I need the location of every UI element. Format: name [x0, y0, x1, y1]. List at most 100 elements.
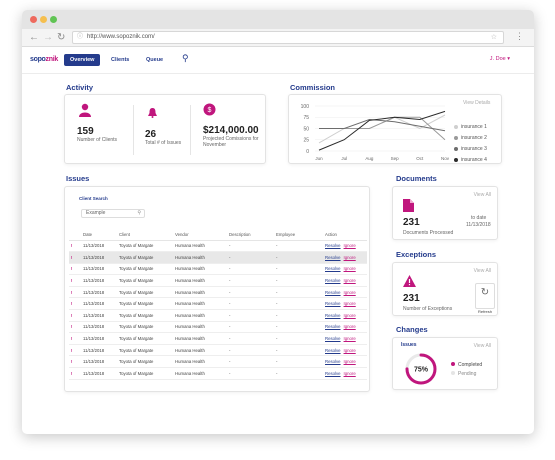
- table-row[interactable]: ! 11/13/2018 Toyota of Margate Humana Healt…: [69, 240, 367, 253]
- ignore-link[interactable]: Ignore: [343, 278, 356, 284]
- resolve-link[interactable]: Resolve: [325, 278, 341, 284]
- resolve-link[interactable]: Resolve: [325, 370, 341, 376]
- cell-client: Toyota of Margate: [117, 263, 173, 276]
- cell-action: Resolve Ignore: [323, 355, 367, 369]
- col-vendor[interactable]: Vendor: [173, 229, 227, 241]
- ignore-link[interactable]: Ignore: [343, 254, 356, 260]
- flag-icon: !: [69, 344, 81, 357]
- cell-client: Toyota of Margate: [117, 355, 173, 369]
- ignore-link[interactable]: Ignore: [343, 289, 356, 295]
- resolve-link[interactable]: Resolve: [325, 359, 341, 365]
- legend-item[interactable]: insurance 1: [454, 122, 487, 133]
- back-icon[interactable]: ←: [29, 32, 39, 43]
- table-row[interactable]: ! 11/13/2018 Toyota of Margate Humana Healt…: [69, 274, 367, 287]
- cell-client: Toyota of Margate: [117, 274, 173, 287]
- issues-title: Issues: [66, 174, 90, 183]
- flag-icon: !: [69, 332, 81, 345]
- cell-employee: -: [274, 240, 323, 253]
- ignore-link[interactable]: Ignore: [343, 359, 356, 365]
- resolve-link[interactable]: Resolve: [325, 254, 341, 260]
- resolve-link[interactable]: Resolve: [325, 243, 341, 249]
- page-info-icon[interactable]: ⓘ: [77, 34, 84, 40]
- resolve-link[interactable]: Resolve: [325, 324, 341, 330]
- cell-action: Resolve Ignore: [323, 344, 367, 357]
- ignore-link[interactable]: Ignore: [343, 370, 356, 376]
- col-date[interactable]: Date: [81, 229, 117, 241]
- document-icon: [403, 199, 414, 212]
- cell-client: Toyota of Margate: [117, 251, 173, 264]
- address-input[interactable]: ⓘ http://www.sopoznik.com/ ☆: [72, 31, 504, 44]
- col-client[interactable]: Client: [117, 229, 173, 241]
- refresh-button[interactable]: ↻ Refresh: [475, 283, 495, 314]
- table-row[interactable]: ! 11/13/2018 Toyota of Margate Humana Healt…: [69, 263, 367, 276]
- legend-item[interactable]: insurance 2: [454, 133, 487, 144]
- legend-item[interactable]: insurance 3: [454, 144, 487, 155]
- ignore-link[interactable]: Ignore: [343, 301, 356, 307]
- ignore-link[interactable]: Ignore: [343, 324, 356, 330]
- to-date-label: to date: [471, 215, 487, 221]
- cell-client: Toyota of Margate: [117, 309, 173, 322]
- documents-view-all[interactable]: View All: [473, 192, 491, 198]
- cell-action: Resolve Ignore: [323, 297, 367, 311]
- ignore-link[interactable]: Ignore: [343, 336, 356, 342]
- table-header: Date Client Vendor Description Employee …: [69, 229, 367, 241]
- table-row[interactable]: ! 11/13/2018 Toyota of Margate Humana Healt…: [69, 321, 367, 334]
- ignore-link[interactable]: Ignore: [343, 266, 356, 272]
- table-row[interactable]: ! 11/13/2018 Toyota of Margate Humana Healt…: [69, 367, 367, 380]
- documents-count: 231: [403, 217, 420, 228]
- table-row[interactable]: ! 11/13/2018 Toyota of Margate Humana Healt…: [69, 355, 367, 369]
- bookmark-star-icon[interactable]: ☆: [490, 34, 497, 41]
- resolve-link[interactable]: Resolve: [325, 289, 341, 295]
- cell-date: 11/13/2018: [81, 286, 117, 299]
- resolve-link[interactable]: Resolve: [325, 301, 341, 307]
- flag-icon: !: [69, 297, 81, 311]
- commission-chart: 100 75 50 25 0 Jun Jul Aug Sep Oct Nov: [301, 104, 449, 161]
- search-icon[interactable]: ⚲: [182, 53, 189, 63]
- activity-card: 159 Number of Clients 26 Total # of Issu…: [64, 94, 266, 164]
- forward-icon[interactable]: →: [43, 32, 53, 43]
- x-tick-label: Sep: [391, 156, 400, 161]
- table-row[interactable]: ! 11/13/2018 Toyota of Margate Humana Healt…: [69, 332, 367, 345]
- client-search-input[interactable]: Example ⚲: [81, 209, 145, 218]
- logo[interactable]: sopoznik: [30, 56, 58, 63]
- table-row[interactable]: ! 11/13/2018 Toyota of Margate Humana Healt…: [69, 286, 367, 299]
- clients-stat: 159 Number of Clients: [77, 103, 117, 143]
- close-dot[interactable]: [30, 16, 37, 23]
- cell-description: -: [227, 355, 274, 369]
- nav-queue[interactable]: Queue: [146, 57, 164, 63]
- resolve-link[interactable]: Resolve: [325, 266, 341, 272]
- cell-vendor: Humana Health: [173, 286, 227, 299]
- ignore-link[interactable]: Ignore: [343, 243, 356, 249]
- table-row[interactable]: ! 11/13/2018 Toyota of Margate Humana Healt…: [69, 309, 367, 322]
- cell-vendor: Humana Health: [173, 240, 227, 253]
- legend-item[interactable]: insurance 4: [454, 155, 487, 166]
- table-row[interactable]: ! 11/13/2018 Toyota of Margate Humana Healt…: [69, 251, 367, 264]
- nav-clients[interactable]: Clients: [111, 57, 130, 63]
- view-details-link[interactable]: View Details: [463, 100, 491, 106]
- resolve-link[interactable]: Resolve: [325, 347, 341, 353]
- commission-stat: $ $214,000.00 Projected Comissions for N…: [203, 103, 259, 148]
- col-description[interactable]: Description: [227, 229, 274, 241]
- nav-overview[interactable]: Overview: [64, 54, 101, 66]
- minimize-dot[interactable]: [40, 16, 47, 23]
- ignore-link[interactable]: Ignore: [343, 312, 356, 318]
- ignore-link[interactable]: Ignore: [343, 347, 356, 353]
- changes-view-all[interactable]: View All: [473, 343, 491, 349]
- table-row[interactable]: ! 11/13/2018 Toyota of Margate Humana Healt…: [69, 344, 367, 357]
- col-action[interactable]: Action: [323, 229, 367, 241]
- table-row[interactable]: ! 11/13/2018 Toyota of Margate Humana Healt…: [69, 297, 367, 311]
- col-employee[interactable]: Employee: [274, 229, 323, 241]
- exceptions-view-all[interactable]: View All: [473, 268, 491, 274]
- flag-icon: !: [69, 240, 81, 253]
- browser-menu-icon[interactable]: ⋮: [515, 31, 524, 41]
- resolve-link[interactable]: Resolve: [325, 312, 341, 318]
- user-menu[interactable]: J. Doe ▾: [489, 56, 510, 62]
- flag-header: [69, 229, 81, 241]
- reload-icon[interactable]: ↻: [57, 32, 66, 43]
- issues-label: Total # of Issues: [145, 140, 182, 146]
- warning-icon: [403, 275, 416, 287]
- cell-date: 11/13/2018: [81, 297, 117, 311]
- resolve-link[interactable]: Resolve: [325, 336, 341, 342]
- cell-action: Resolve Ignore: [323, 274, 367, 287]
- maximize-dot[interactable]: [50, 16, 57, 23]
